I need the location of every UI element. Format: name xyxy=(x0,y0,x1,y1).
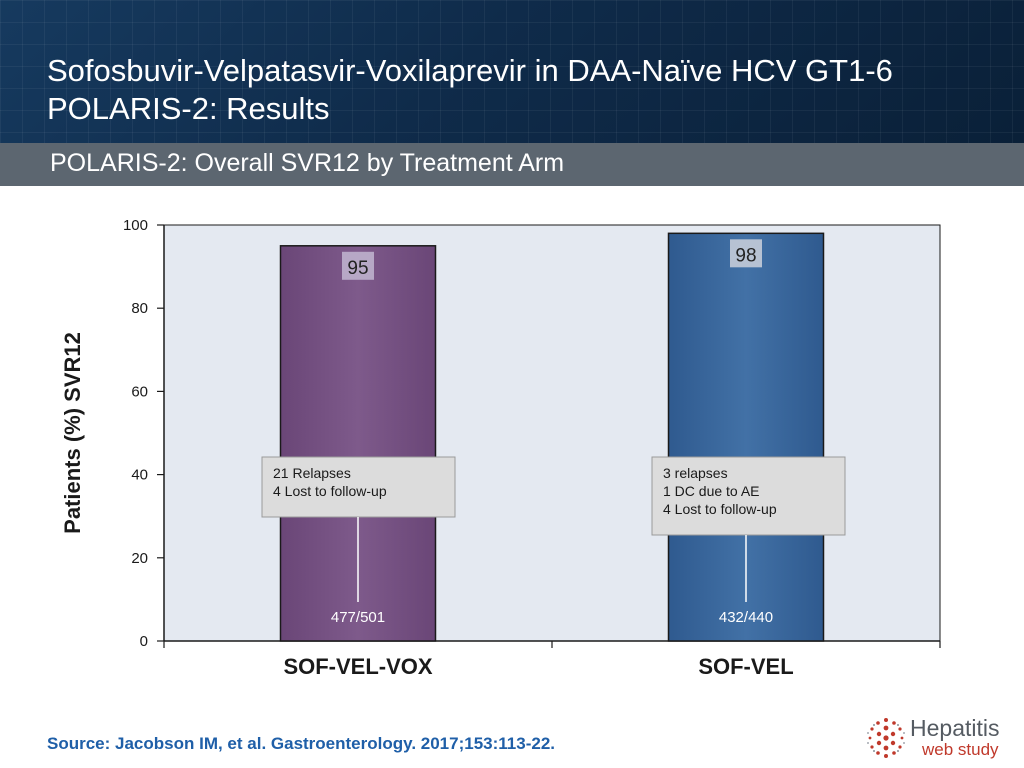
hepatitis-web-study-logo: Hepatitis web study xyxy=(866,714,1016,762)
chart-axes: 0 20 40 60 80 100 Patients (%) SVR12 xyxy=(60,217,941,650)
y-tick-label: 60 xyxy=(131,383,148,400)
chart-bars xyxy=(279,232,825,642)
x-category-label: SOF-VEL xyxy=(698,654,793,679)
value-label: 98 xyxy=(735,245,756,266)
annotation-line: 3 relapses xyxy=(663,465,728,481)
annotation-line: 21 Relapses xyxy=(273,465,351,481)
value-label-badge xyxy=(730,239,762,268)
chart-labels: 95 21 Relapses 4 Lost to follow-up 477/501 S… xyxy=(261,239,846,679)
y-tick-label: 80 xyxy=(131,300,148,317)
svr12-bar-chart: 0 20 40 60 80 100 Patients (%) SVR12 95 21 Rela… xyxy=(60,217,941,679)
annotation-box xyxy=(651,456,846,536)
x-category-label: SOF-VEL-VOX xyxy=(283,654,432,679)
logo-text-hepatitis: Hepatitis xyxy=(910,715,1000,741)
y-tick-label: 0 xyxy=(140,633,148,650)
dot-globe-icon xyxy=(867,718,905,758)
count-label: 432/440 xyxy=(719,609,773,626)
y-tick-label: 100 xyxy=(123,217,148,234)
annotation-line: 4 Lost to follow-up xyxy=(663,501,777,517)
header-grid-pattern xyxy=(0,0,1024,143)
source-citation: Source: Jacobson IM, et al. Gastroentero… xyxy=(47,734,555,753)
slide-title-line-1: Sofosbuvir-Velpatasvir-Voxilaprevir in D… xyxy=(47,53,893,88)
y-tick-label: 40 xyxy=(131,467,148,484)
y-axis-title: Patients (%) SVR12 xyxy=(60,332,85,534)
subtitle-bar: POLARIS-2: Overall SVR12 by Treatment Ar… xyxy=(0,143,1024,186)
logo-text-web-study: web study xyxy=(922,740,999,759)
value-label-badge xyxy=(342,251,374,280)
value-label: 95 xyxy=(347,258,368,279)
slide-title: Sofosbuvir-Velpatasvir-Voxilaprevir in D… xyxy=(47,52,893,128)
slide-header: Sofosbuvir-Velpatasvir-Voxilaprevir in D… xyxy=(0,0,1024,143)
annotation-line: 4 Lost to follow-up xyxy=(273,483,387,499)
annotation-box xyxy=(261,456,456,518)
slide-subtitle: POLARIS-2: Overall SVR12 by Treatment Ar… xyxy=(50,149,565,177)
annotation-line: 1 DC due to AE xyxy=(663,483,760,499)
count-label: 477/501 xyxy=(331,609,385,626)
y-tick-label: 20 xyxy=(131,550,148,567)
slide-title-line-2: POLARIS-2: Results xyxy=(47,91,330,126)
